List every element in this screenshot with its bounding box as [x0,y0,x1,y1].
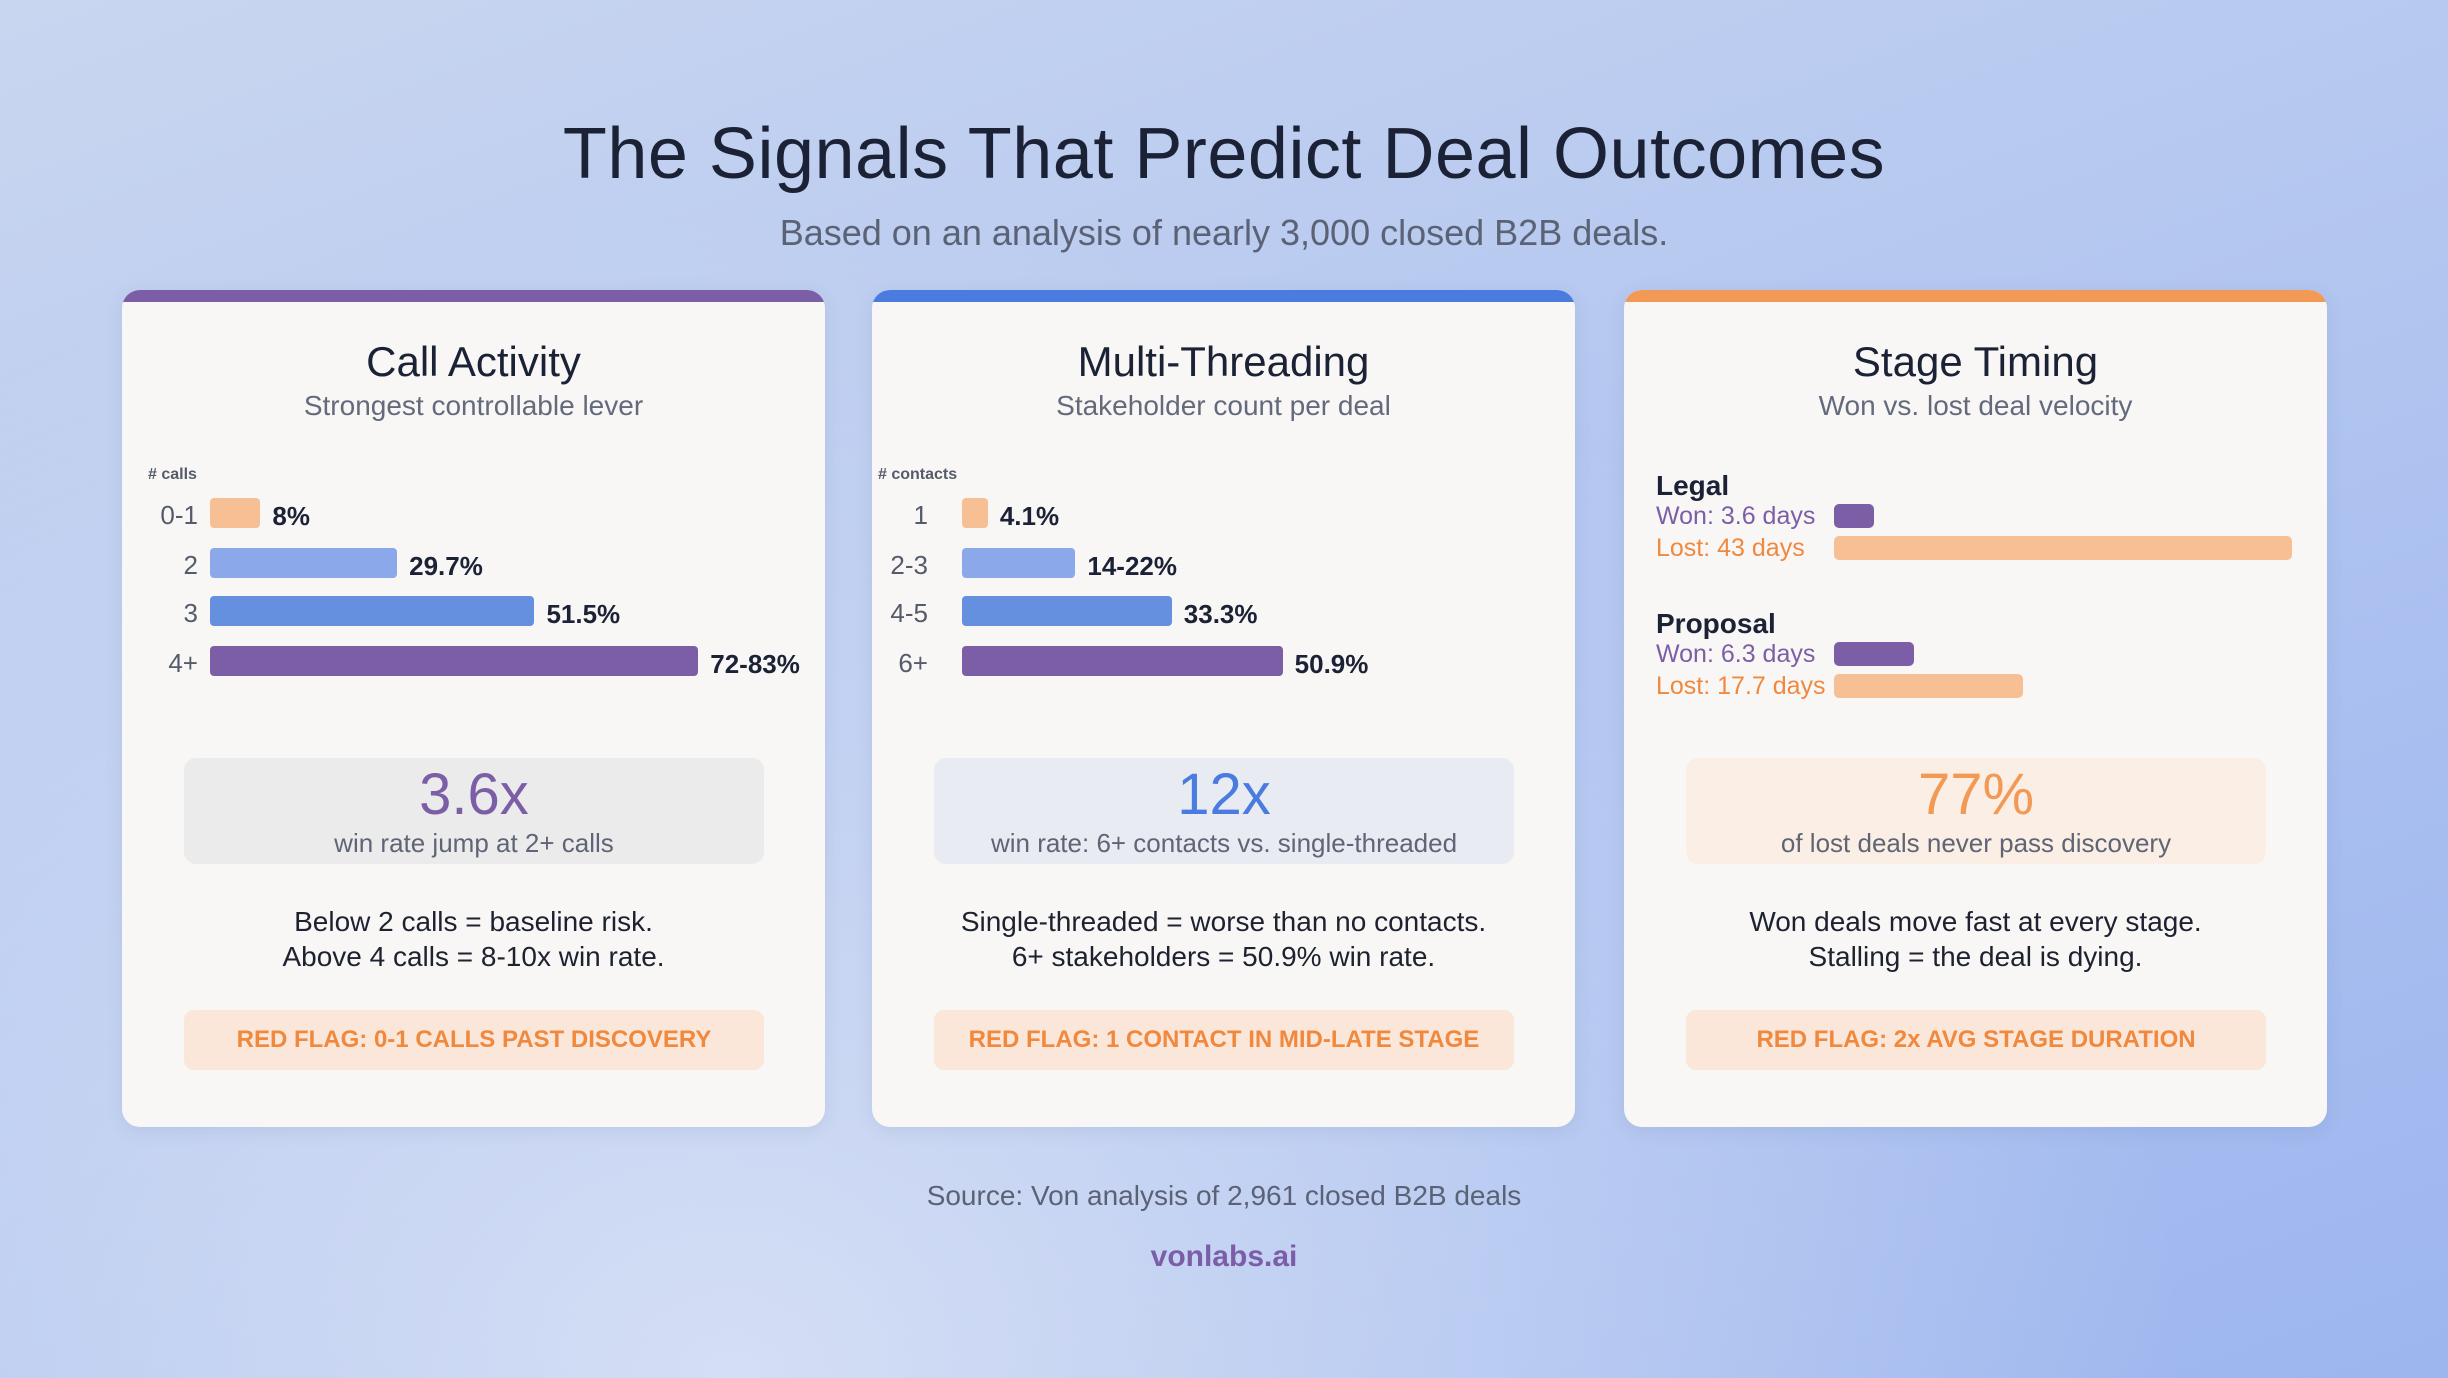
card-subtitle: Stakeholder count per deal [1056,390,1391,421]
description-line: Single-threaded = worse than no contacts… [960,906,1487,937]
stat-label: win rate: 6+ contacts vs. single-threade… [990,828,1458,858]
won-bar [1834,642,1914,666]
stage-name: Proposal [1656,608,1776,639]
card-accent-bar [1624,290,2327,302]
stat-label: win rate jump at 2+ calls [334,828,614,858]
card-accent-bar [122,290,825,302]
won-label: Won: 6.3 days [1656,640,1816,668]
red-flag-badge: RED FLAG: 2x AVG STAGE DURATION [1686,1010,2266,1070]
bar-category-label: 1 [913,500,928,530]
bar-category-label: 2-3 [890,550,928,580]
bar-category-label: 0-1 [160,500,198,530]
bar-category-label: 6+ [898,648,928,678]
page-title: The Signals That Predict Deal Outcomes [562,114,1886,194]
bar-value-label: 8% [272,501,310,531]
card-stage-timing: Stage Timing Won vs. lost deal velocity … [1624,290,2327,1127]
bar [962,646,1283,676]
card-description: Single-threaded = worse than no contacts… [872,904,1575,974]
stat-value: 77% [1917,762,2035,827]
bar-value-label: 50.9% [1294,649,1369,679]
lost-bar [1834,674,2023,698]
card-title: Stage Timing [1852,338,2099,385]
source-note: Source: Von analysis of 2,961 closed B2B… [926,1180,1522,1211]
stat-value: 12x [1177,762,1271,827]
bar-category-label: 2 [183,550,198,580]
bar [210,646,699,676]
description-line: Stalling = the deal is dying. [1808,941,2143,972]
bar-row: 4+ 72-83% [122,646,822,680]
brand-link[interactable]: vonlabs.ai [1150,1240,1298,1273]
lost-label: Lost: 43 days [1656,534,1805,562]
card-multi-threading: Multi-Threading Stakeholder count per de… [872,290,1575,1127]
bar-row: 0-1 8% [122,498,822,532]
bar-value-label: 29.7% [409,551,483,581]
bar-row: 2-3 14-22% [872,548,1572,582]
bar-value-label: 51.5% [546,599,621,629]
bar [962,596,1172,626]
won-bar [1834,504,1874,528]
stat-box: 12x win rate: 6+ contacts vs. single-thr… [934,758,1514,864]
card-call-activity: Call Activity Strongest controllable lev… [122,290,825,1127]
bar-row: 2 29.7% [122,548,822,582]
red-flag-badge: RED FLAG: 1 CONTACT IN MID-LATE STAGE [934,1010,1514,1070]
card-description: Below 2 calls = baseline risk. Above 4 c… [122,904,825,974]
lost-label: Lost: 17.7 days [1656,672,1826,700]
bar [210,548,398,578]
description-line: Above 4 calls = 8-10x win rate. [282,941,665,972]
page-subtitle: Based on an analysis of nearly 3,000 clo… [779,212,1669,253]
bar-value-label: 14-22% [1087,551,1178,581]
card-description: Won deals move fast at every stage. Stal… [1624,904,2327,974]
description-line: Below 2 calls = baseline risk. [294,906,653,937]
stage-group-proposal: Proposal Won: 6.3 days Lost: 17.7 days [1656,608,2297,708]
bar-row: 6+ 50.9% [872,646,1572,680]
card-title: Multi-Threading [1077,338,1370,385]
description-line: Won deals move fast at every stage. [1749,906,2202,937]
red-flag-badge: RED FLAG: 0-1 CALLS PAST DISCOVERY [184,1010,764,1070]
stage-group-legal: Legal Won: 3.6 days Lost: 43 days [1656,470,2297,570]
card-subtitle: Strongest controllable lever [303,390,644,421]
axis-unit-label: # contacts [878,466,958,483]
stat-box: 3.6x win rate jump at 2+ calls [184,758,764,864]
bar-category-label: 3 [183,598,198,628]
card-title: Call Activity [366,338,581,385]
card-subtitle: Won vs. lost deal velocity [1818,390,2133,421]
bar [210,596,535,626]
bar-row: 4-5 33.3% [872,596,1572,630]
bar-category-label: 4-5 [890,598,928,628]
stage-name: Legal [1656,470,1730,501]
axis-unit-label: # calls [148,466,197,483]
bar-value-label: 72-83% [710,649,800,679]
bar-value-label: 4.1% [999,501,1060,531]
bar-row: 1 4.1% [872,498,1572,532]
description-line: 6+ stakeholders = 50.9% win rate. [1011,941,1436,972]
bar [962,498,988,528]
stat-value: 3.6x [419,762,529,827]
bar-category-label: 4+ [168,648,198,678]
page-header: The Signals That Predict Deal Outcomes B… [0,118,2448,254]
bar [962,548,1076,578]
bar-value-label: 33.3% [1183,599,1258,629]
card-accent-bar [872,290,1575,302]
bar [210,498,261,528]
bar-row: 3 51.5% [122,596,822,630]
stat-label: of lost deals never pass discovery [1780,828,2172,858]
won-label: Won: 3.6 days [1656,502,1816,530]
stat-box: 77% of lost deals never pass discovery [1686,758,2266,864]
lost-bar [1834,536,2292,560]
